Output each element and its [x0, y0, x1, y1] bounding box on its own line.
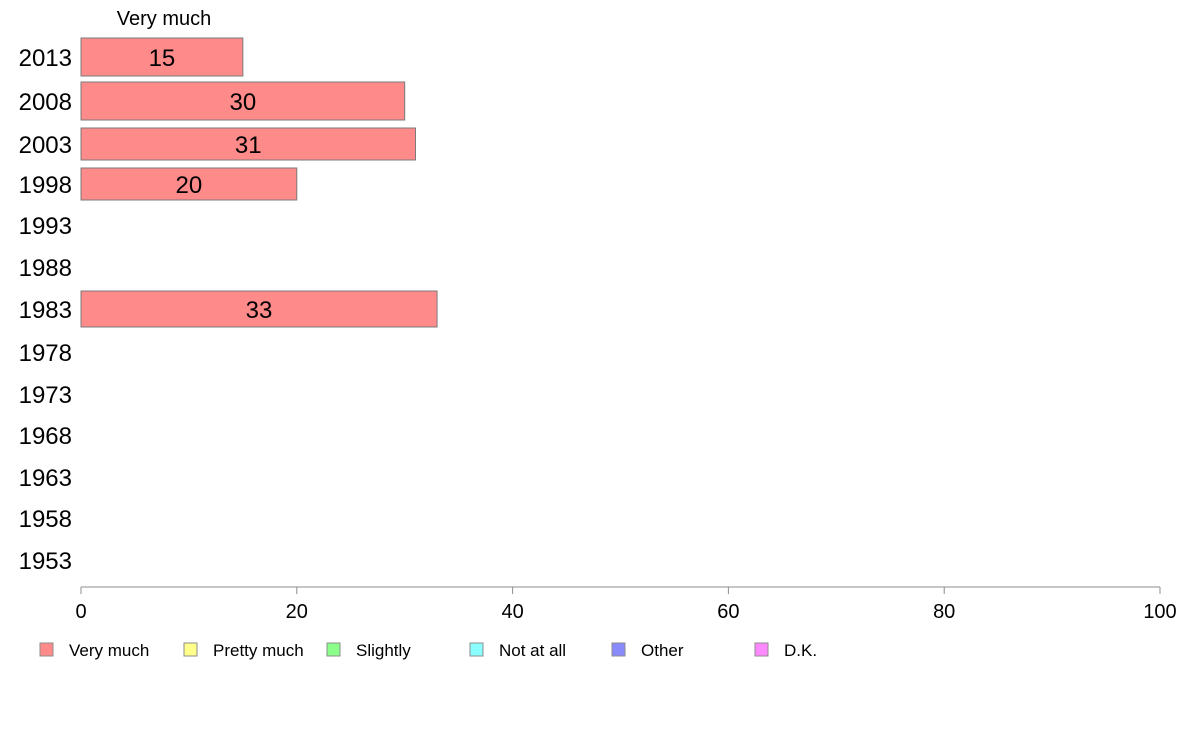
bar-2008 — [80, 81, 406, 121]
series-title: Very much — [117, 8, 211, 30]
year-label-2013: 2013 — [19, 45, 72, 72]
bars: 15 30 31 20 33 — [80, 37, 438, 328]
legend-label-other: Other — [641, 641, 684, 660]
year-label-1988: 1988 — [19, 255, 72, 282]
year-label-1973: 1973 — [19, 382, 72, 409]
legend-label-slightly: Slightly — [356, 641, 411, 660]
legend-label-d-k: D.K. — [784, 641, 817, 660]
x-tick-label-0: 0 — [75, 601, 86, 623]
year-label-1978: 1978 — [19, 340, 72, 367]
year-label-1963: 1963 — [19, 465, 72, 492]
x-tick-label-80: 80 — [933, 601, 955, 623]
x-axis: 0 20 40 60 80 100 — [75, 586, 1177, 623]
x-tick-label-60: 60 — [717, 601, 739, 623]
year-label-2008: 2008 — [19, 89, 72, 116]
year-label-1993: 1993 — [19, 213, 72, 240]
bar-value-label-1998: 20 — [176, 172, 203, 199]
legend: Very much Pretty much Slightly Not at all Ot… — [39, 641, 817, 660]
x-tick-label-40: 40 — [501, 601, 523, 623]
x-tick-label-20: 20 — [286, 601, 308, 623]
bar-value-label-2003: 31 — [235, 132, 262, 159]
bar-2003 — [80, 127, 416, 161]
year-label-1968: 1968 — [19, 423, 72, 450]
legend-swatch-not-at-all — [469, 642, 484, 657]
year-label-1953: 1953 — [19, 548, 72, 575]
legend-label-very-much: Very much — [69, 641, 149, 660]
legend-swatch-d-k — [754, 642, 769, 657]
year-label-1958: 1958 — [19, 506, 72, 533]
legend-label-not-at-all: Not at all — [499, 641, 566, 660]
bar-2013 — [80, 37, 244, 77]
bar-value-label-1983: 33 — [246, 297, 273, 324]
x-tick-label-100: 100 — [1143, 601, 1176, 623]
bar-value-label-2008: 30 — [229, 89, 256, 116]
legend-swatch-very-much — [39, 642, 54, 657]
legend-swatch-slightly — [326, 642, 341, 657]
bar-1998 — [80, 167, 298, 201]
year-label-1983: 1983 — [19, 297, 72, 324]
legend-swatch-pretty-much — [183, 642, 198, 657]
year-labels: 2013 2008 2003 1998 1993 1988 1983 1978 1973 1968… — [19, 45, 72, 575]
legend-label-pretty-much: Pretty much — [213, 641, 304, 660]
bar-value-label-2013: 15 — [149, 45, 176, 72]
year-label-1998: 1998 — [19, 172, 72, 199]
legend-swatch-other — [611, 642, 626, 657]
bar-1983 — [80, 290, 438, 328]
year-label-2003: 2003 — [19, 132, 72, 159]
